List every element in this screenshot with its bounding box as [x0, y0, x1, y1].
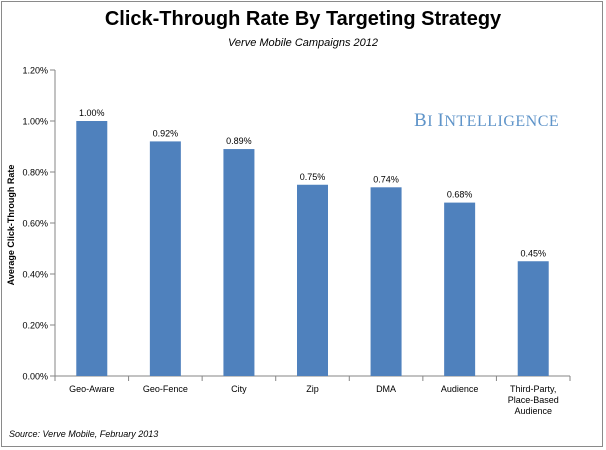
x-category-label-line: Audience — [514, 406, 552, 416]
bar — [149, 141, 181, 376]
x-category-label-line: Geo-Fence — [143, 384, 188, 394]
y-tick-label: 0.20% — [22, 321, 48, 331]
x-category-label-line: Zip — [306, 384, 319, 394]
watermark-logo: BI INTELLIGENCE — [414, 110, 559, 132]
bar-value-label: 0.89% — [226, 136, 252, 146]
y-tick-label: 1.20% — [22, 66, 48, 76]
bar-value-label: 0.92% — [153, 128, 179, 138]
bar — [444, 202, 476, 376]
y-tick-label: 0.00% — [22, 372, 48, 382]
y-tick-label: 1.00% — [22, 117, 48, 127]
bar — [370, 187, 402, 376]
x-category-label-line: Place-Based — [508, 395, 559, 405]
x-category-label: Audience — [441, 384, 479, 394]
x-category-label: City — [231, 384, 247, 394]
y-tick-label: 0.60% — [22, 219, 48, 229]
x-category-label: Geo-Fence — [143, 384, 188, 394]
x-category-label: DMA — [376, 384, 396, 394]
bar-value-label: 0.68% — [447, 190, 473, 200]
x-category-label-line: Third-Party, — [510, 384, 556, 394]
x-category-label-line: Geo-Aware — [69, 384, 114, 394]
x-category-label-line: City — [231, 384, 247, 394]
x-category-label-line: Audience — [441, 384, 479, 394]
y-tick-label: 0.40% — [22, 270, 48, 280]
chart-title: Click-Through Rate By Targeting Strategy — [104, 8, 502, 30]
bar — [517, 261, 549, 376]
x-category-label: Zip — [306, 384, 319, 394]
bar-value-label: 1.00% — [79, 108, 105, 118]
bar-value-label: 0.74% — [373, 174, 399, 184]
bar — [223, 149, 255, 376]
chart-subtitle: Verve Mobile Campaigns 2012 — [227, 37, 378, 49]
labels: 1.00% Geo-Aware 0.92% Geo-Fence 0.89% City 0.7… — [69, 108, 559, 416]
bars — [76, 121, 549, 376]
x-category-label: Geo-Aware — [69, 384, 114, 394]
x-category-label: Third-Party, Place-Based Audience — [508, 384, 559, 416]
watermark-text: BI INTELLIGENCE — [414, 110, 560, 131]
x-category-label-line: DMA — [376, 384, 396, 394]
bar-value-label: 0.45% — [520, 248, 546, 258]
source-note: Source: Verve Mobile, February 2013 — [9, 429, 159, 439]
y-tick-label: 0.80% — [22, 168, 48, 178]
bar-value-label: 0.75% — [300, 172, 326, 182]
bar — [76, 121, 108, 376]
bar — [297, 184, 328, 376]
